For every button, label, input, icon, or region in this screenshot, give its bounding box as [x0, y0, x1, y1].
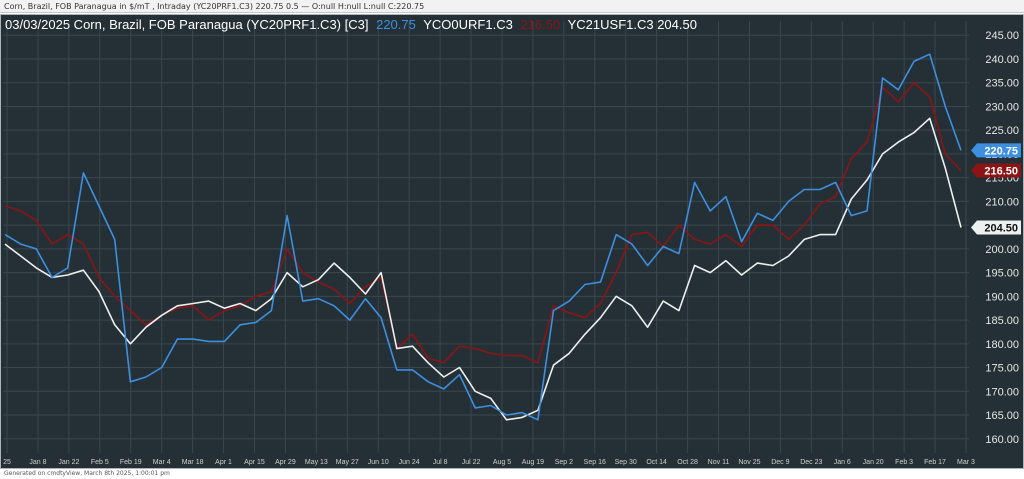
x-axis: 25 Jan 8 Jan 22 Feb 5 Feb 19 Mar 4 Mar 18 Apr 1… [3, 459, 975, 466]
y-tick-label: 190.00 [985, 291, 1019, 303]
legend-series-3: YC21USF1.C3 204.50 [568, 17, 697, 32]
x-tick-label: Nov 25 [738, 459, 760, 466]
x-tick-label: Sep 2 [555, 459, 573, 466]
x-tick-label: Jan 20 [863, 459, 884, 466]
x-tick-label: 25 [3, 459, 11, 466]
y-tick-label: 180.00 [985, 339, 1019, 351]
y-tick-label: 195.00 [985, 268, 1019, 280]
x-tick-label: Jan 8 [29, 459, 46, 466]
y-tick-label: 245.00 [985, 30, 1019, 42]
x-tick-label: Apr 1 [215, 459, 232, 466]
series-line-yc20prf1-c3 [4, 53, 962, 421]
x-tick-label: Oct 28 [677, 459, 698, 466]
last-value-tags: 220.75 216.50 204.50 [971, 143, 1021, 235]
x-tick-label: Mar 3 [957, 459, 975, 466]
x-tick-label: Nov 11 [708, 459, 730, 466]
series-lines [4, 53, 962, 421]
grid-lines [3, 21, 969, 453]
x-tick-label: Jul 22 [462, 459, 481, 466]
y-tick-label: 160.00 [985, 434, 1019, 446]
y-tick-label: 210.00 [985, 196, 1019, 208]
x-tick-label: Jan 22 [58, 459, 79, 466]
last-value-tag: 220.75 [971, 143, 1021, 158]
x-tick-label: Apr 15 [244, 459, 265, 466]
y-tick-label: 175.00 [985, 363, 1019, 375]
x-tick-label: Dec 9 [771, 459, 789, 466]
tag-background [971, 163, 1021, 178]
series-line-yco0urf1-c3 [4, 81, 962, 364]
generated-footer: Generated on cmdtyView, March 8th 2025, … [0, 469, 1024, 479]
y-tick-label: 230.00 [985, 101, 1019, 113]
legend-red-value: 216.50 [520, 17, 560, 32]
x-tick-label: Aug 5 [493, 459, 511, 466]
x-tick-label: May 13 [305, 459, 328, 466]
tag-background [971, 220, 1021, 235]
x-tick-label: Apr 29 [275, 459, 296, 466]
chart-info-header: Corn, Brazil, FOB Paranagua in $/mT , In… [0, 0, 1024, 13]
chart-frame[interactable]: 160.00 165.00 170.00 175.00 180.00 185.00 190.… [0, 14, 1024, 469]
x-tick-label: Sep 16 [584, 459, 606, 466]
x-tick-label: Jun 10 [368, 459, 389, 466]
series-line-yc21usf1-c3 [4, 117, 962, 421]
legend-series-2: YCO0URF1.C3 [423, 17, 513, 32]
x-tick-label: Aug 19 [522, 459, 544, 466]
x-tick-label: Mar 4 [153, 459, 171, 466]
tag-value: 216.50 [984, 166, 1018, 178]
last-value-tag: 216.50 [971, 163, 1021, 178]
x-tick-label: Feb 5 [91, 459, 109, 466]
x-tick-label: Mar 18 [182, 459, 204, 466]
x-tick-label: Oct 14 [646, 459, 667, 466]
tag-background [971, 143, 1021, 158]
tag-value: 220.75 [984, 145, 1018, 157]
chart-title: 03/03/2025 Corn, Brazil, FOB Paranagua (… [5, 17, 368, 32]
y-tick-label: 185.00 [985, 315, 1019, 327]
y-tick-label: 170.00 [985, 386, 1019, 398]
y-axis: 160.00 165.00 170.00 175.00 180.00 185.00 190.… [985, 30, 1019, 446]
y-tick-label: 200.00 [985, 244, 1019, 256]
legend-blue-value: 220.75 [376, 17, 416, 32]
y-tick-label: 225.00 [985, 125, 1019, 137]
y-tick-label: 235.00 [985, 78, 1019, 90]
x-tick-label: Feb 17 [924, 459, 946, 466]
y-tick-label: 165.00 [985, 410, 1019, 422]
price-chart[interactable]: 160.00 165.00 170.00 175.00 180.00 185.00 190.… [1, 15, 1023, 468]
x-tick-label: Jul 8 [433, 459, 448, 466]
last-value-tag: 204.50 [971, 220, 1021, 235]
x-tick-label: Sep 30 [615, 459, 637, 466]
x-tick-label: Jan 6 [834, 459, 851, 466]
y-tick-label: 240.00 [985, 54, 1019, 66]
x-tick-label: Jun 24 [399, 459, 420, 466]
x-tick-label: Feb 19 [120, 459, 142, 466]
chart-legend: 03/03/2025 Corn, Brazil, FOB Paranagua (… [5, 17, 697, 32]
x-tick-label: Feb 3 [895, 459, 913, 466]
x-tick-label: Dec 23 [800, 459, 822, 466]
x-tick-label: May 27 [336, 459, 359, 466]
tag-value: 204.50 [984, 223, 1018, 235]
